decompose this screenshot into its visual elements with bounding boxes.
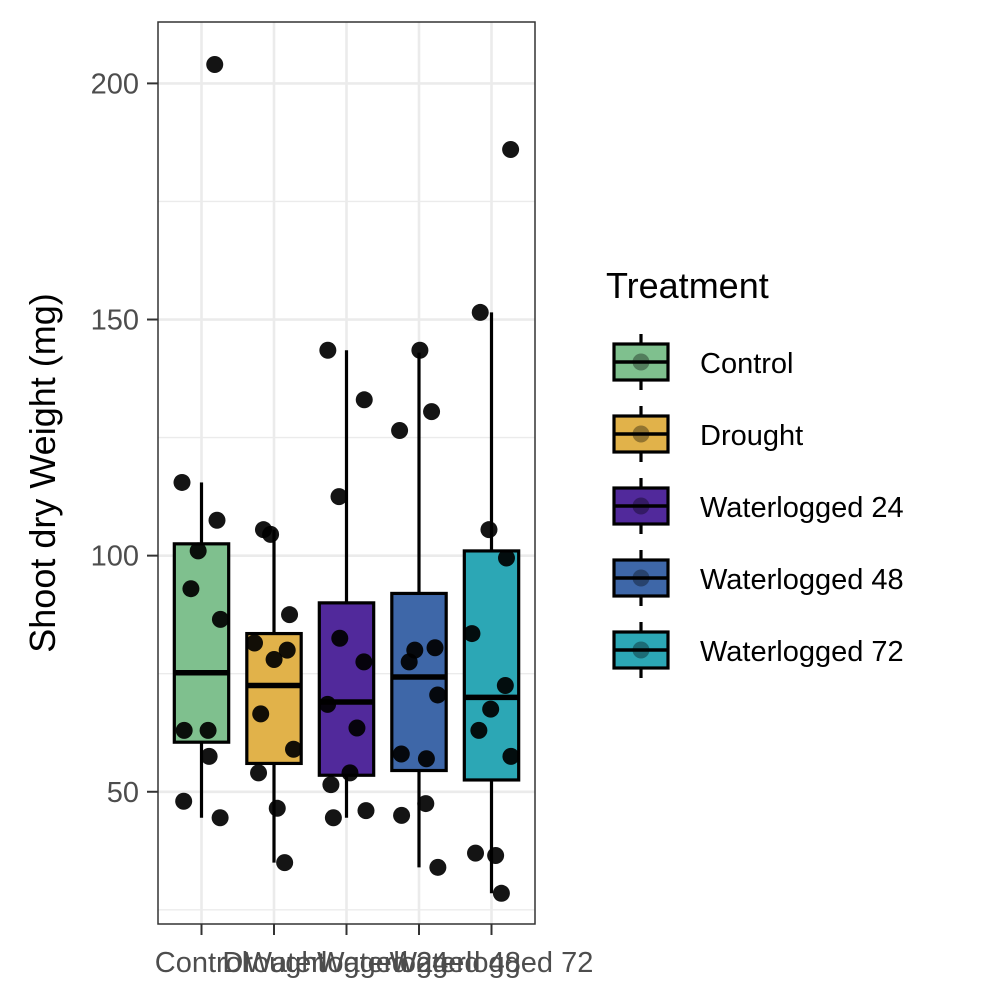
data-point [348,719,366,737]
y-tick-label: 100 [91,541,139,573]
data-point [497,549,515,567]
data-point [355,391,373,409]
box-4 [390,352,448,868]
y-tick-label: 150 [91,305,139,337]
data-point [206,56,224,74]
data-point [182,580,200,598]
data-point [393,806,411,824]
legend-key-point [632,641,650,659]
data-point [319,695,337,713]
data-point [250,764,268,782]
x-tick-label: Control [155,947,249,979]
box-1 [172,482,231,818]
data-point [175,721,193,739]
legend-item-2: Drought [612,406,803,462]
y-tick-label: 50 [107,777,139,809]
data-point [411,341,429,359]
data-point [487,847,505,865]
iqr-box [462,549,521,782]
data-point [426,639,444,657]
data-point [281,606,299,624]
boxes [172,312,521,894]
x-tick-label: Drought [222,947,325,979]
legend-key-point [632,353,650,371]
data-point [175,792,193,810]
data-point [392,745,410,763]
data-point [471,303,489,321]
data-point [173,473,191,491]
legend-key-point [632,425,650,443]
data-point [391,421,409,439]
legend-item-3: Waterlogged 24 [612,478,904,534]
box-5 [462,312,521,894]
data-point [400,653,418,671]
data-point [322,776,340,794]
data-point [423,403,441,421]
data-point [265,651,283,669]
data-point [189,542,207,560]
legend-key-point [632,569,650,587]
data-point [319,341,337,359]
data-point [502,141,520,159]
legend-title: Treatment [606,265,769,306]
data-point [496,677,514,695]
data-point [429,858,447,876]
data-points [173,56,520,902]
data-point [199,721,217,739]
data-point [480,521,498,539]
data-point [341,764,359,782]
legend-item-4: Waterlogged 48 [612,550,904,606]
data-point [200,747,218,765]
y-tick-label: 200 [91,68,139,100]
data-point [467,844,485,862]
legend-item-5: Waterlogged 72 [612,622,904,678]
legend-label: Drought [700,420,803,452]
data-point [276,854,294,872]
data-point [268,799,286,817]
data-point [429,686,447,704]
data-point [211,809,229,827]
legend-item-1: Control [612,334,794,390]
legend-label: Waterlogged 48 [700,564,904,596]
legend-label: Waterlogged 24 [700,492,904,524]
data-point [278,641,296,659]
data-point [331,629,349,647]
data-point [357,802,375,820]
data-point [285,740,303,758]
data-point [492,884,510,902]
legend: Treatment Control Drought Waterlogged 24 Wa… [606,265,904,678]
iqr-box [317,601,376,777]
data-point [463,625,481,643]
iqr-box [172,542,231,744]
data-point [355,653,373,671]
data-point [470,721,488,739]
data-point [502,747,520,765]
legend-label: Waterlogged 72 [700,636,904,668]
data-point [417,795,435,813]
data-point [246,634,264,652]
data-point [262,525,280,543]
legend-label: Control [700,348,794,380]
data-point [417,750,435,768]
data-point [208,511,226,529]
box-3 [317,350,376,818]
y-axis-title: Shoot dry Weight (mg) [22,293,63,652]
x-tick-label: Waterlogged 24 [245,947,449,979]
iqr-box [390,591,448,773]
data-point [330,488,348,506]
data-point [211,610,229,628]
data-point [324,809,342,827]
data-point [252,705,270,723]
data-point [482,700,500,718]
x-tick-label: Waterlogged 48 [317,947,521,979]
x-tick-label: Waterlogged 72 [390,947,594,979]
legend-key-point [632,497,650,515]
